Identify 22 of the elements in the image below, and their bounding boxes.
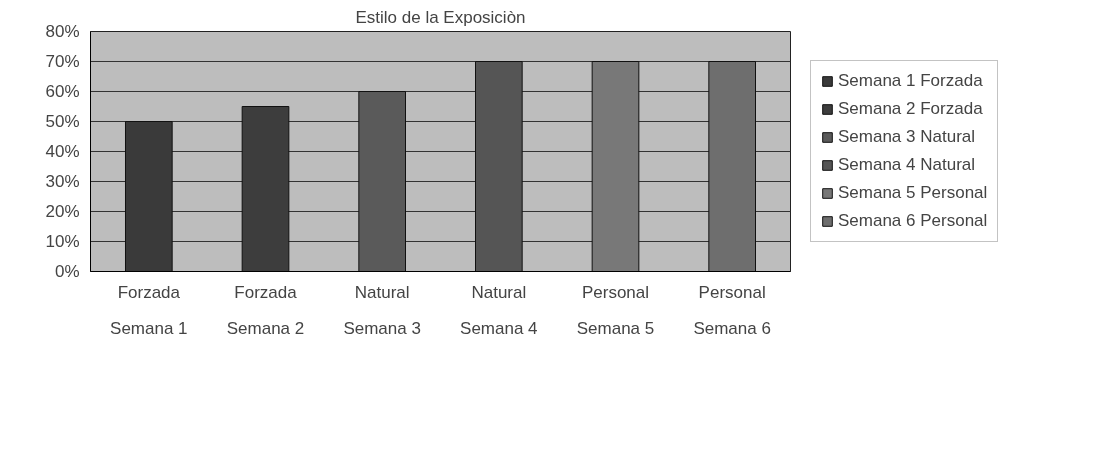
y-tick-label: 0%: [54, 262, 80, 281]
x-tick-label: Natural Semana 4: [460, 282, 538, 338]
x-tick-label: Forzada Semana 1: [110, 282, 188, 338]
y-tick-label: 70%: [45, 52, 80, 71]
chart-title: Estilo de la Exposiciòn: [355, 7, 526, 27]
x-tick-label: Personal Semana 5: [576, 282, 655, 338]
y-tick-label: 10%: [45, 232, 80, 251]
y-tick-label: 60%: [45, 82, 80, 101]
y-tick-label: 80%: [45, 22, 80, 41]
legend-label: Semana 2 Forzada: [838, 99, 983, 119]
y-tick-label: 20%: [45, 202, 80, 221]
legend-label: Semana 4 Natural: [838, 155, 976, 175]
legend-label: Semana 5 Personal: [838, 183, 988, 203]
legend-label: Semana 6 Personal: [838, 211, 988, 231]
x-tick-label: Natural Semana 3: [343, 282, 421, 338]
y-tick-label: 40%: [45, 142, 80, 161]
x-tick-label: Forzada Semana 2: [226, 282, 305, 338]
y-tick-label: 30%: [45, 172, 80, 191]
legend-label: Semana 1 Forzada: [838, 71, 983, 91]
legend-label: Semana 3 Natural: [838, 127, 976, 147]
x-tick-label: Personal Semana 6: [693, 282, 771, 338]
y-tick-label: 50%: [45, 112, 80, 131]
